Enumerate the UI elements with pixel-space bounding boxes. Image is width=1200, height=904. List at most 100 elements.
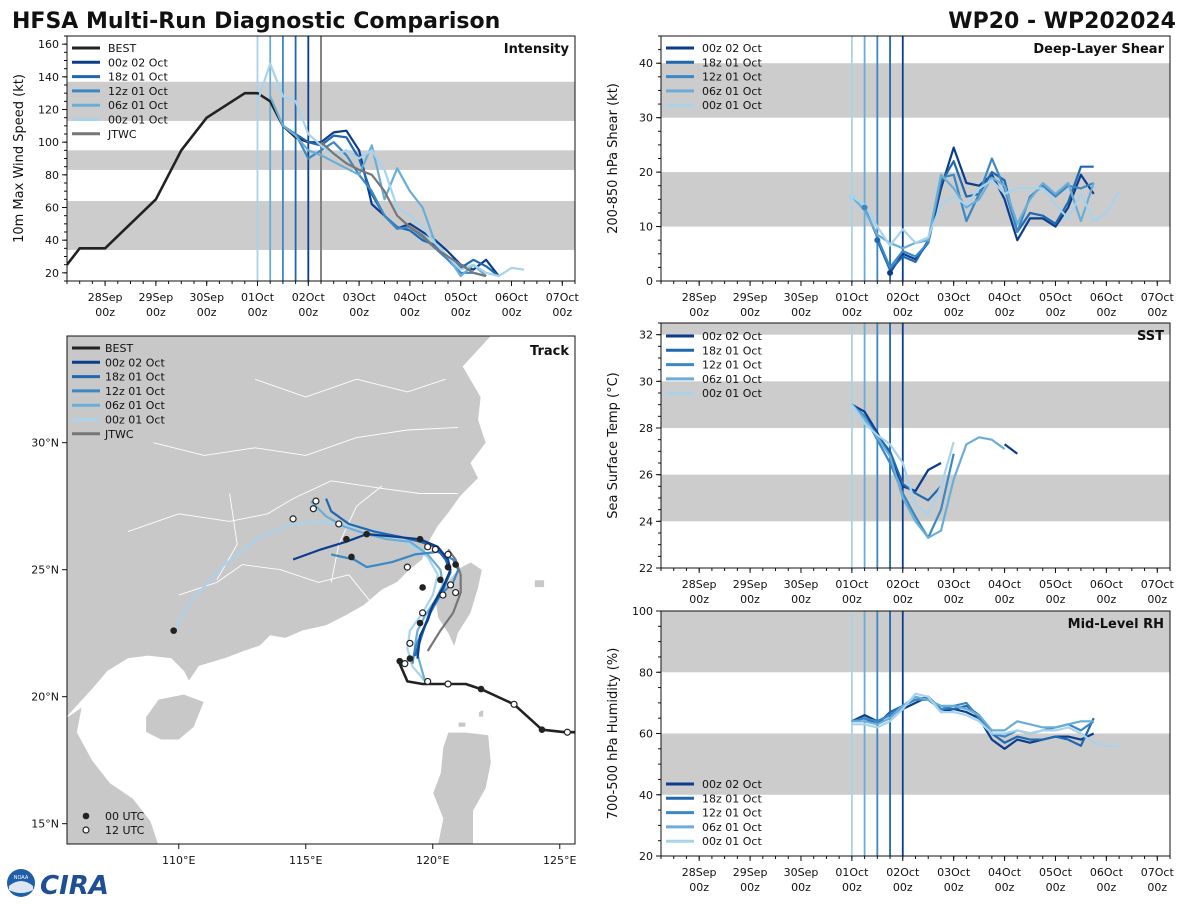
legend-entry: 00z 01 Oct xyxy=(702,387,762,400)
panel-title: SST xyxy=(1137,329,1164,344)
x-tick-date: 07Oct xyxy=(546,291,580,304)
y-tick-label: 100 xyxy=(632,605,653,618)
x-tick-hour: 00z xyxy=(298,306,318,319)
lon-tick-label: 115°E xyxy=(289,854,322,867)
track-marker-00utc xyxy=(419,584,426,591)
y-tick-label: 30 xyxy=(639,375,653,388)
track-marker-00utc xyxy=(416,619,424,627)
island-land xyxy=(457,721,467,728)
series-line-jtwc xyxy=(320,141,487,278)
threshold-band xyxy=(661,381,1170,428)
y-axis-label: 200-850 hPa Shear (kt) xyxy=(606,83,621,234)
series-group xyxy=(850,403,1018,539)
cira-logo: NOAA CIRA xyxy=(7,869,109,901)
track-marker-12utc xyxy=(446,581,455,589)
x-tick-date: 01Oct xyxy=(835,578,869,591)
track-marker-00utc xyxy=(477,685,485,693)
track-marker-00utc xyxy=(396,657,404,665)
legend-entry: 12z 01 Oct xyxy=(702,359,762,372)
legend-entry: 12z 01 Oct xyxy=(108,85,168,98)
lat-tick-label: 20°N xyxy=(31,691,59,704)
track-line-06z-01-oct xyxy=(310,500,444,682)
track-marker-12utc xyxy=(419,609,427,617)
x-tick-hour: 00z xyxy=(248,306,268,319)
legend-entry: 06z 01 Oct xyxy=(108,99,168,112)
panel-title: Track xyxy=(530,344,569,359)
luzon-land xyxy=(432,731,492,844)
legend-entry: JTWC xyxy=(107,128,137,141)
x-tick-date: 29Sep xyxy=(733,866,768,879)
legend-entry: JTWC xyxy=(104,428,134,441)
x-tick-date: 06Oct xyxy=(495,291,529,304)
lat-tick-label: 15°N xyxy=(31,818,59,831)
legend-entry: 06z 01 Oct xyxy=(702,821,762,834)
y-tick-label: 24 xyxy=(639,515,653,528)
threshold-band xyxy=(661,323,1170,335)
legend-entry: 12z 01 Oct xyxy=(702,807,762,820)
series-line-18z-01-oct xyxy=(295,133,500,277)
track-panel: 110°E 115°E 120°E 125°E 15°N 20°N 25°N 30°N Trac… xyxy=(31,335,577,867)
legend-entry: 00z 01 Oct xyxy=(702,835,762,848)
x-tick-date: 04Oct xyxy=(988,866,1022,879)
track-marker-00utc xyxy=(343,535,350,543)
x-tick-date: 03Oct xyxy=(343,291,377,304)
track-marker-00utc xyxy=(538,726,546,733)
y-tick-label: 26 xyxy=(639,469,653,482)
x-tick-date: 03Oct xyxy=(937,578,971,591)
track-marker-00utc xyxy=(452,561,459,568)
y-tick-label: 20 xyxy=(639,166,653,179)
x-tick-date: 03Oct xyxy=(937,291,971,304)
series-line-00z-01-oct xyxy=(850,404,955,516)
x-tick-hour: 00z xyxy=(1096,881,1116,894)
x-tick-date: 29Sep xyxy=(139,291,174,304)
x-tick-hour: 00z xyxy=(689,881,709,894)
y-tick-label: 10 xyxy=(639,221,653,234)
y-tick-label: 32 xyxy=(639,329,653,342)
x-tick-hour: 00z xyxy=(740,593,760,606)
init-point xyxy=(848,193,855,200)
track-marker-12utc xyxy=(439,591,447,599)
panel-title: Deep-Layer Shear xyxy=(1033,42,1164,57)
x-tick-hour: 00z xyxy=(893,306,913,319)
y-axis-label: 700-500 hPa Humidity (%) xyxy=(606,648,621,820)
y-tick-label: 140 xyxy=(38,71,59,84)
x-tick-hour: 00z xyxy=(893,881,913,894)
x-tick-hour: 00z xyxy=(451,306,471,319)
x-tick-hour: 00z xyxy=(1096,306,1116,319)
x-tick-hour: 00z xyxy=(146,306,166,319)
x-tick-hour: 00z xyxy=(740,881,760,894)
y-tick-label: 40 xyxy=(639,789,653,802)
y-tick-label: 80 xyxy=(639,666,653,679)
track-marker-00utc xyxy=(416,535,424,543)
x-tick-hour: 00z xyxy=(197,306,217,319)
legend-entry: 18z 01 Oct xyxy=(108,71,168,84)
y-axis-label: 10m Max Wind Speed (kt) xyxy=(12,74,27,243)
track-marker-12utc xyxy=(289,515,297,523)
x-tick-date: 05Oct xyxy=(1039,578,1073,591)
x-tick-date: 01Oct xyxy=(835,291,869,304)
y-tick-label: 40 xyxy=(45,234,59,247)
x-tick-date: 04Oct xyxy=(988,578,1022,591)
series-group xyxy=(851,692,1120,750)
track-marker-00utc xyxy=(406,655,414,662)
legend-entry: 18z 01 Oct xyxy=(702,56,762,69)
y-tick-label: 60 xyxy=(639,728,653,741)
y-tick-label: 120 xyxy=(38,104,59,117)
y-tick-label: 160 xyxy=(38,38,59,51)
shear-panel: 0 10 20 30 40 28Sep 00z 29Sep 00z 30Sep 00z 01Oct 00… xyxy=(606,35,1175,319)
lat-tick-label: 30°N xyxy=(31,437,59,450)
x-tick-date: 03Oct xyxy=(937,866,971,879)
init-point xyxy=(874,237,881,244)
x-tick-hour: 00z xyxy=(944,306,964,319)
legend-marker-00utc xyxy=(82,812,90,820)
threshold-band xyxy=(661,474,1170,522)
track-marker-12utc xyxy=(309,505,317,513)
x-tick-hour: 00z xyxy=(842,593,862,606)
x-tick-date: 30Sep xyxy=(784,291,819,304)
x-tick-hour: 00z xyxy=(1147,881,1167,894)
noaa-wave-icon xyxy=(9,881,33,893)
legend-marker-12utc xyxy=(82,826,90,834)
x-tick-date: 02Oct xyxy=(886,866,920,879)
x-tick-date: 07Oct xyxy=(1141,291,1175,304)
legend-entry: 18z 01 Oct xyxy=(702,792,762,805)
